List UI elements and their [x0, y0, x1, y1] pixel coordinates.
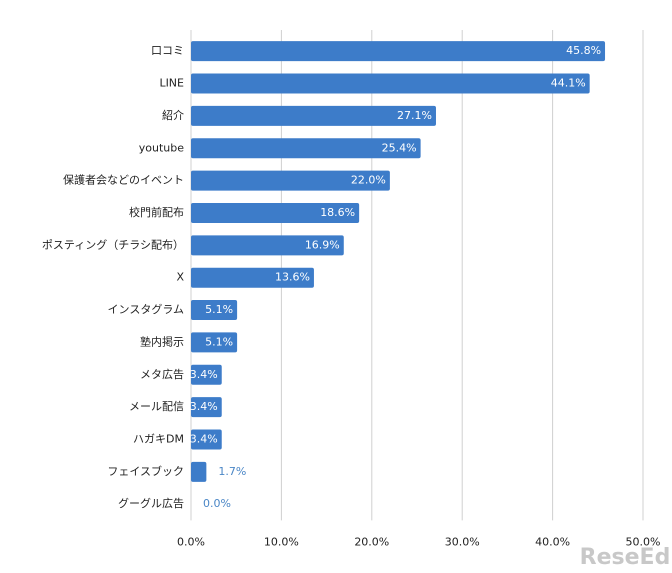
x-tick-label: 50.0% — [626, 535, 661, 548]
x-tick-label: 10.0% — [264, 535, 299, 548]
y-tick-label: ポスティング（チラシ配布） — [42, 237, 184, 251]
bar — [191, 41, 606, 62]
bar — [191, 138, 421, 159]
y-tick-label: インスタグラム — [108, 302, 184, 316]
value-label: 45.8% — [566, 44, 601, 57]
value-label: 16.9% — [305, 238, 340, 251]
y-tick-label: フェイスブック — [107, 464, 184, 478]
y-tick-label: メタ広告 — [140, 368, 184, 381]
x-tick-label: 40.0% — [535, 535, 570, 548]
value-label: 18.6% — [320, 206, 355, 219]
value-label: 22.0% — [351, 174, 386, 187]
y-tick-label: グーグル広告 — [118, 496, 184, 510]
bar — [191, 332, 238, 353]
bar — [191, 429, 222, 450]
bar — [191, 202, 360, 223]
value-label: 5.1% — [205, 335, 233, 348]
bar — [191, 397, 222, 418]
bar — [191, 105, 436, 126]
watermark: ReseEd — [580, 545, 671, 570]
bar — [191, 73, 590, 94]
bar — [191, 461, 207, 482]
value-label: 3.4% — [190, 368, 218, 381]
y-tick-label: LINE — [159, 77, 184, 90]
bar — [191, 300, 238, 321]
x-tick-label: 20.0% — [354, 535, 389, 548]
y-tick-label: 校門前配布 — [129, 205, 184, 219]
y-tick-label: ハガキDM — [133, 433, 184, 446]
value-label: 0.0% — [203, 497, 231, 510]
y-tick-label: youtube — [139, 141, 184, 154]
y-tick-label: 口コミ — [151, 44, 184, 57]
bar — [191, 364, 222, 385]
value-label: 13.6% — [275, 271, 310, 284]
x-tick-label: 30.0% — [445, 535, 480, 548]
value-label: 5.1% — [205, 303, 233, 316]
value-label: 27.1% — [397, 109, 432, 122]
value-label: 1.7% — [218, 465, 246, 478]
y-tick-label: 紹介 — [162, 109, 184, 122]
bar — [191, 170, 390, 191]
y-tick-label: メール配信 — [129, 400, 184, 413]
value-label: 44.1% — [551, 77, 586, 90]
bar — [191, 267, 314, 288]
y-tick-label: X — [176, 271, 184, 284]
value-label: 3.4% — [190, 433, 218, 446]
y-tick-label: 保護者会などのイベント — [63, 173, 184, 187]
bar — [191, 235, 344, 256]
value-label: 3.4% — [190, 400, 218, 413]
y-tick-label: 塾内掲示 — [140, 334, 184, 348]
value-label: 25.4% — [382, 141, 417, 154]
x-tick-label: 0.0% — [177, 535, 205, 548]
